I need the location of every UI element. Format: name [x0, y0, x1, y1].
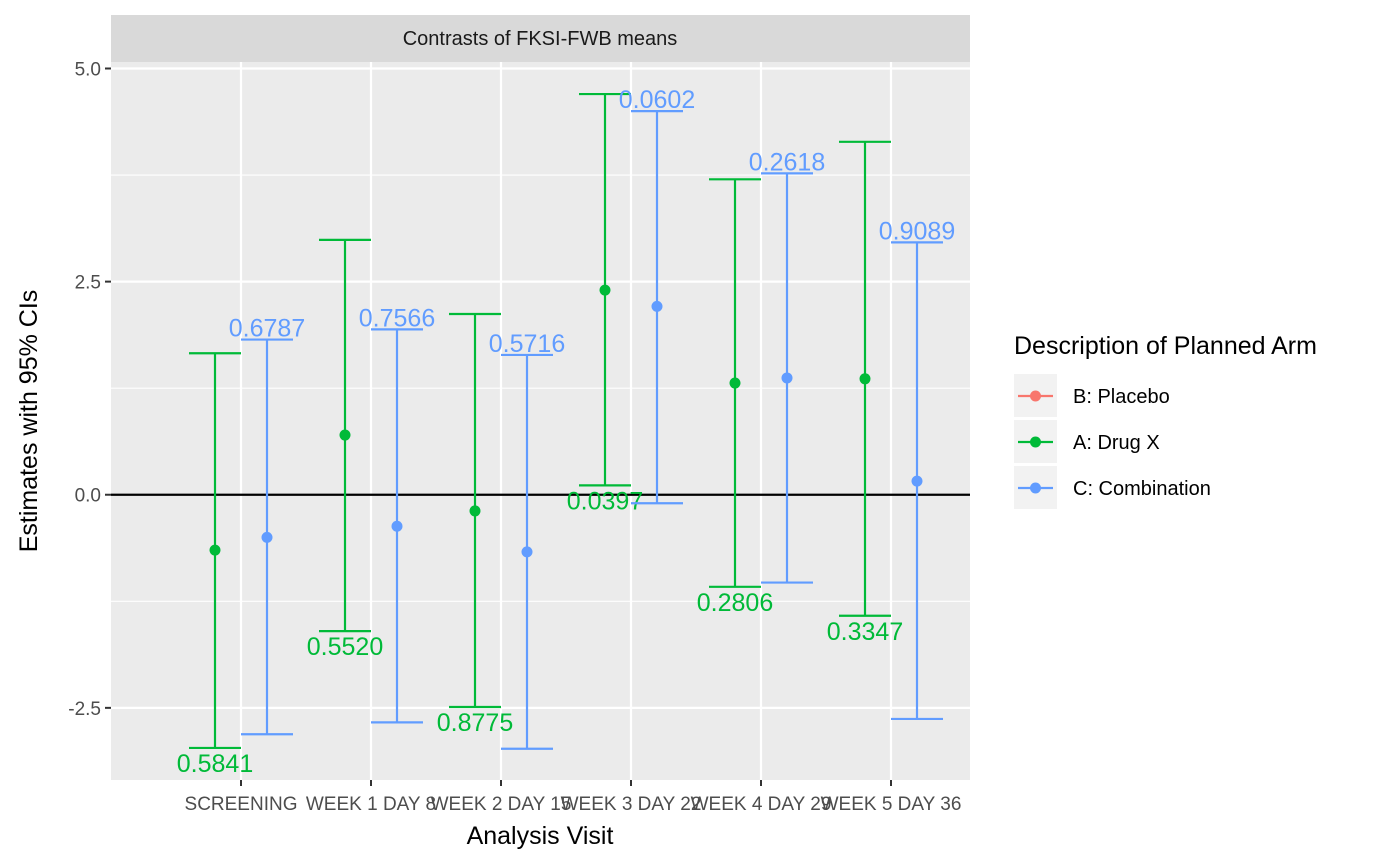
y-tick-label: -2.5 [68, 699, 101, 720]
p-value-label: 0.5716 [489, 330, 565, 358]
p-value-label: 0.0602 [619, 86, 695, 114]
p-value-label: 0.5520 [307, 633, 383, 661]
estimate-point [729, 377, 741, 389]
p-value-label: 0.5841 [177, 750, 253, 778]
legend-label: A: Drug X [1073, 432, 1160, 454]
x-tick-label: SCREENING [185, 794, 298, 815]
p-value-label: 0.3347 [827, 618, 903, 646]
grid-minor [111, 174, 970, 815]
legend-key-point [1030, 436, 1041, 448]
legend: Description of Planned Arm B: Placebo A: … [1014, 332, 1317, 509]
y-tick-label: 5.0 [75, 60, 101, 81]
p-value-label: 0.0397 [567, 487, 643, 515]
p-value-label: 0.8775 [437, 709, 513, 737]
x-tick-label: WEEK 4 DAY 29 [691, 794, 832, 815]
legend-label: C: Combination [1073, 478, 1211, 500]
series-group: 0.6787 0.7566 0.5716 0.0602 0.2618 0.9089 [229, 86, 955, 750]
legend-entries: B: Placebo A: Drug X C: Combination [1014, 374, 1211, 509]
legend-title: Description of Planned Arm [1014, 332, 1317, 360]
legend-label: B: Placebo [1073, 386, 1170, 408]
x-tick-label: WEEK 2 DAY 15 [431, 794, 572, 815]
panel-background [111, 62, 970, 780]
y-axis-title: Estimates with 95% CIs [15, 290, 43, 553]
y-axis: -2.5 0.0 2.5 5.0 [68, 60, 111, 720]
estimate-point [469, 505, 481, 517]
x-tick-label: WEEK 5 DAY 36 [821, 794, 962, 815]
p-value-label: 0.9089 [879, 217, 955, 245]
estimate-point [859, 373, 871, 385]
estimate-point [521, 546, 533, 558]
estimate-point [599, 284, 611, 296]
chart-title: Contrasts of FKSI-FWB means [403, 28, 678, 50]
estimate-point [651, 300, 663, 312]
series-group: 0.5841 0.5520 0.8775 0.0397 0.2806 0.3347 [177, 92, 903, 778]
x-axis-title: Analysis Visit [467, 822, 614, 850]
estimate-point [261, 531, 273, 543]
p-value-label: 0.6787 [229, 315, 305, 343]
p-value-label: 0.2618 [749, 148, 825, 176]
estimate-point [781, 372, 793, 384]
estimate-point [339, 429, 351, 441]
strip-background [111, 15, 970, 62]
series-layer: 0.58410.55200.87750.03970.28060.33470.67… [177, 86, 955, 778]
legend-entry: C: Combination [1014, 466, 1211, 509]
legend-key-point [1030, 390, 1041, 402]
estimate-point [911, 475, 923, 487]
p-value-label: 0.7566 [359, 304, 435, 332]
legend-entry: B: Placebo [1014, 374, 1170, 417]
p-value-label: 0.2806 [697, 589, 773, 617]
y-tick-label: 0.0 [75, 486, 101, 507]
legend-key-point [1030, 482, 1041, 494]
x-tick-label: WEEK 1 DAY 8 [306, 794, 436, 815]
legend-entry: A: Drug X [1014, 420, 1160, 463]
y-tick-label: 2.5 [75, 273, 101, 294]
estimate-point [391, 520, 403, 532]
x-tick-label: WEEK 3 DAY 22 [561, 794, 702, 815]
estimate-point [209, 544, 221, 556]
